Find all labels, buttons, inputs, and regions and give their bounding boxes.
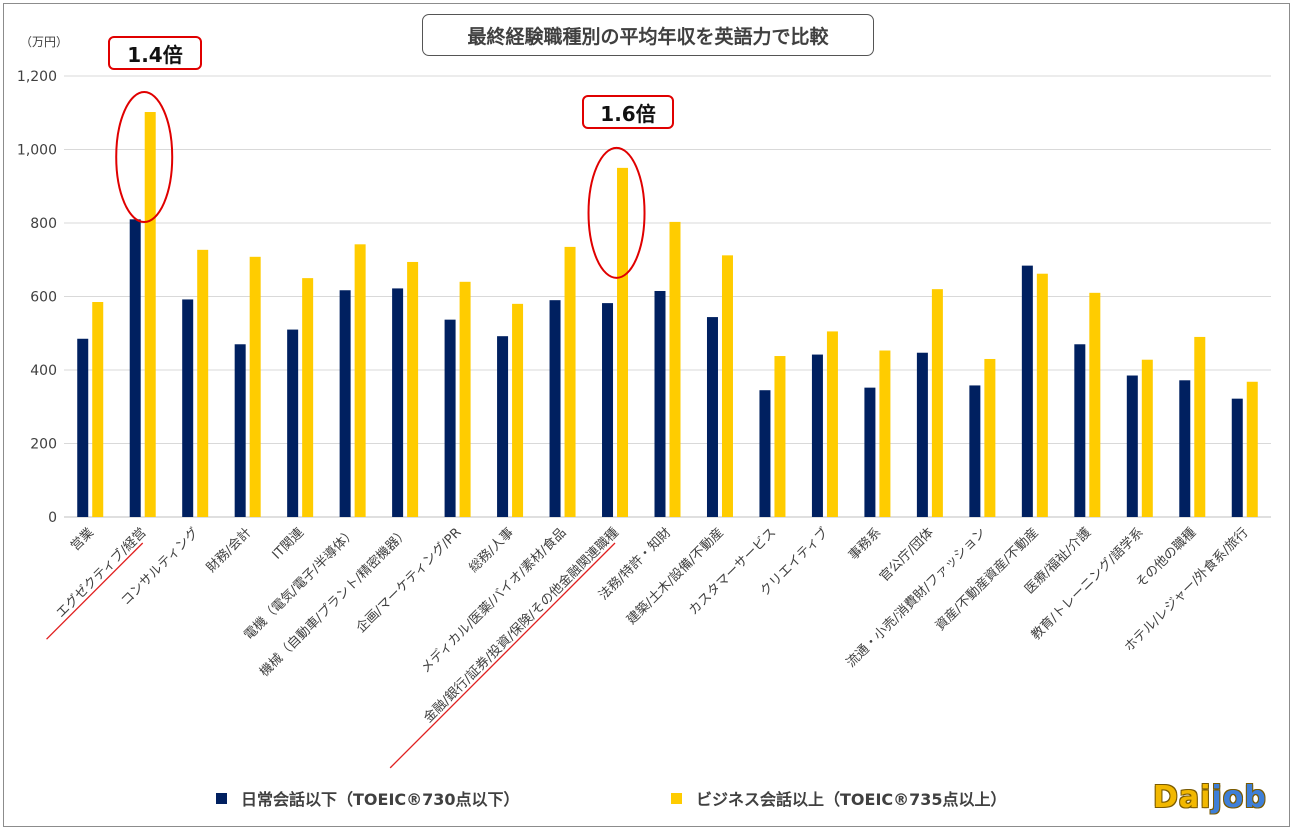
bar-business	[826, 331, 838, 517]
bar-business	[92, 302, 104, 517]
legend-swatch-navy	[216, 792, 227, 804]
highlight-ellipse	[115, 91, 174, 224]
bar-business	[354, 244, 366, 517]
bar-daily	[339, 290, 351, 517]
x-tick-label: 資産/不動産資産/不動産	[932, 525, 1041, 634]
x-tick-label: 企画/マーケティング/PR	[353, 525, 464, 636]
legend-item-business: ビジネス会話以上（TOEIC®735点以上）	[671, 786, 1007, 810]
legend-label-business: ビジネス会話以上（TOEIC®735点以上）	[696, 790, 1007, 809]
bar-daily	[706, 317, 718, 517]
bar-business	[879, 350, 891, 517]
bar-business	[1194, 336, 1206, 517]
bar-business	[1089, 292, 1101, 517]
bar-daily	[1231, 398, 1243, 517]
bar-business	[144, 112, 156, 517]
bar-daily	[1126, 375, 1138, 517]
bar-daily	[1021, 265, 1033, 517]
ratio-callout-executive: 1.4倍	[108, 36, 202, 70]
bar-business	[669, 221, 681, 517]
bar-daily	[759, 390, 771, 517]
bar-business	[1036, 273, 1048, 517]
bar-daily	[129, 219, 141, 517]
bar-daily	[444, 319, 456, 517]
bar-daily	[811, 354, 823, 517]
bar-daily	[602, 303, 614, 517]
bar-daily	[392, 288, 404, 517]
y-tick-label: 600	[30, 290, 57, 306]
bar-business	[197, 249, 209, 517]
bar-business	[721, 255, 733, 517]
bar-business	[564, 246, 576, 517]
bar-daily	[234, 344, 246, 517]
highlight-ellipse	[587, 146, 646, 279]
daijob-logo: Daijob	[1153, 780, 1267, 815]
y-tick-label: 1,000	[17, 143, 57, 159]
x-tick-label: 財務/会計	[203, 525, 254, 576]
bar-business	[931, 289, 943, 517]
y-tick-label: 800	[30, 216, 57, 232]
bar-business	[617, 167, 629, 517]
bar-daily	[77, 338, 89, 517]
x-tick-label: カスタマーサービス	[686, 525, 779, 618]
bar-business	[459, 281, 471, 517]
bar-daily	[549, 300, 561, 517]
category-underline	[389, 542, 616, 769]
x-tick-label: 建築/土木/設備/不動産	[623, 525, 726, 628]
bar-daily	[1179, 380, 1191, 517]
x-tick-label: 金融/銀行/証券/投資/保険/その他金融関連職種	[420, 525, 621, 726]
bar-business	[512, 303, 524, 517]
bar-daily	[969, 385, 981, 517]
y-tick-label: 0	[48, 510, 57, 526]
x-tick-label: IT関連	[270, 525, 307, 562]
y-tick-label: 1,200	[17, 69, 57, 85]
bar-daily	[497, 336, 509, 517]
x-tick-label: 事務系	[846, 525, 884, 563]
bar-daily	[1074, 344, 1086, 517]
x-tick-label: 営業	[67, 525, 97, 555]
y-tick-label: 400	[30, 363, 57, 379]
bar-business	[302, 278, 314, 517]
legend-label-daily: 日常会話以下（TOEIC®730点以下）	[241, 790, 520, 809]
x-tick-label: 総務/人事	[466, 525, 516, 575]
bar-business	[407, 261, 419, 517]
bar-business	[774, 356, 786, 517]
chart-title: 最終経験職種別の平均年収を英語力で比較	[422, 14, 874, 56]
legend-item-daily: 日常会話以下（TOEIC®730点以下）	[216, 786, 520, 810]
legend-swatch-yellow	[671, 792, 682, 804]
bar-business	[984, 358, 996, 517]
bar-daily	[287, 329, 299, 517]
category-underline	[46, 542, 144, 640]
ratio-callout-finance: 1.6倍	[582, 95, 674, 129]
y-tick-label: 200	[30, 437, 57, 453]
bar-business	[1246, 381, 1258, 517]
x-tick-label: エグゼクティブ/経営	[53, 525, 150, 622]
bar-daily	[654, 290, 666, 517]
bar-daily	[916, 352, 928, 517]
bar-business	[1141, 359, 1153, 517]
bar-business	[249, 256, 261, 517]
bar-daily	[864, 387, 876, 517]
bar-daily	[182, 299, 194, 517]
y-axis-unit-label: （万円）	[20, 35, 69, 49]
